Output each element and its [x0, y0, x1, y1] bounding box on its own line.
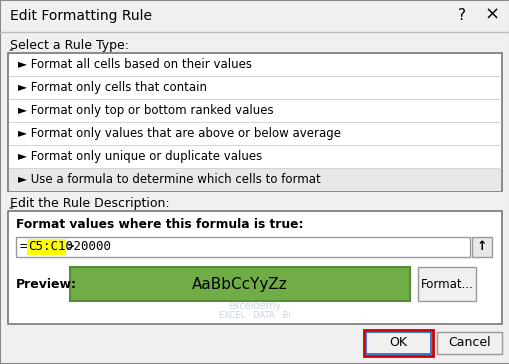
- Bar: [417, 267, 475, 301]
- Text: Edit Formatting Rule: Edit Formatting Rule: [10, 9, 152, 23]
- Bar: [27, 239, 66, 255]
- Bar: [8, 211, 501, 324]
- Text: Select a Rule Type:: Select a Rule Type:: [10, 39, 129, 51]
- Text: =: =: [20, 241, 27, 253]
- Text: Format...: Format...: [420, 277, 472, 290]
- Text: ×: ×: [484, 6, 499, 24]
- Text: Preview:: Preview:: [16, 277, 77, 290]
- Bar: [8, 53, 501, 191]
- Text: Format values where this formula is true:: Format values where this formula is true…: [16, 218, 303, 232]
- Bar: [471, 237, 491, 257]
- Text: ► Format only unique or duplicate values: ► Format only unique or duplicate values: [18, 150, 262, 163]
- Text: >20000: >20000: [67, 241, 112, 253]
- Text: ► Format only top or bottom ranked values: ► Format only top or bottom ranked value…: [18, 104, 273, 117]
- Text: AaBbCcYyZz: AaBbCcYyZz: [192, 277, 287, 292]
- Bar: [365, 332, 430, 354]
- Bar: [16, 237, 469, 257]
- Text: ► Format only values that are above or below average: ► Format only values that are above or b…: [18, 127, 341, 140]
- Text: ► Use a formula to determine which cells to format: ► Use a formula to determine which cells…: [18, 173, 320, 186]
- Text: ► Format only cells that contain: ► Format only cells that contain: [18, 81, 207, 94]
- Bar: [363, 330, 432, 356]
- Text: Edit the Rule Description:: Edit the Rule Description:: [10, 197, 169, 210]
- Text: C5:C10: C5:C10: [28, 241, 73, 253]
- Bar: [436, 332, 501, 354]
- Text: EXCEL · DATA · BI: EXCEL · DATA · BI: [219, 310, 290, 320]
- Text: exceldemy: exceldemy: [228, 301, 281, 311]
- Text: Cancel: Cancel: [447, 336, 490, 349]
- Text: ↑: ↑: [476, 241, 486, 253]
- Text: ► Format all cells based on their values: ► Format all cells based on their values: [18, 58, 251, 71]
- Text: OK: OK: [389, 336, 407, 349]
- Bar: [9, 169, 500, 190]
- Bar: [70, 267, 409, 301]
- Text: ?: ?: [457, 8, 465, 23]
